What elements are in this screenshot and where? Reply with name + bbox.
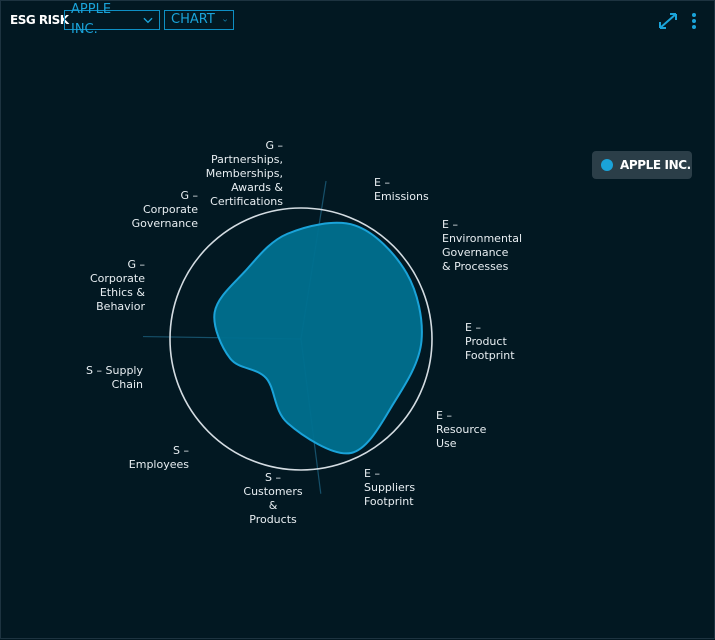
legend-label: APPLE INC. [620, 158, 691, 172]
series-area-apple [213, 221, 423, 455]
company-select[interactable]: APPLE INC. [64, 2, 160, 37]
axis-label: E – Environmental Governance & Processes [442, 218, 523, 273]
axis-label: S – Employees [128, 444, 189, 471]
view-select[interactable]: CHART [164, 10, 234, 30]
axis-label: G – Corporate Ethics & Behavior [90, 258, 145, 313]
axis-label: S – Customers & Products [243, 471, 303, 526]
axis-label: E – Product Footprint [465, 321, 515, 362]
chevron-down-icon [143, 17, 153, 23]
axis-label: E – Resource Use [436, 409, 487, 450]
axis-label: S – Supply Chain [86, 364, 143, 391]
axis-label: E – Suppliers Footprint [364, 467, 416, 508]
vertical-ellipsis-icon[interactable] [690, 12, 698, 30]
axis-label: G – Corporate Governance [131, 189, 198, 230]
axis-label: E – Emissions [374, 176, 429, 203]
panel-title: ESG RISK [10, 13, 69, 27]
outer-grid-circle [169, 207, 433, 471]
legend-swatch [601, 159, 613, 171]
company-select-value: APPLE INC. [71, 2, 112, 37]
legend-item-apple[interactable]: APPLE INC. [592, 151, 692, 179]
expand-arrows-icon[interactable] [657, 11, 679, 31]
axis-label: G – Partnerships, Memberships, Awards & … [205, 139, 283, 208]
chevron-down-icon [222, 18, 227, 22]
view-select-value: CHART [171, 12, 215, 27]
